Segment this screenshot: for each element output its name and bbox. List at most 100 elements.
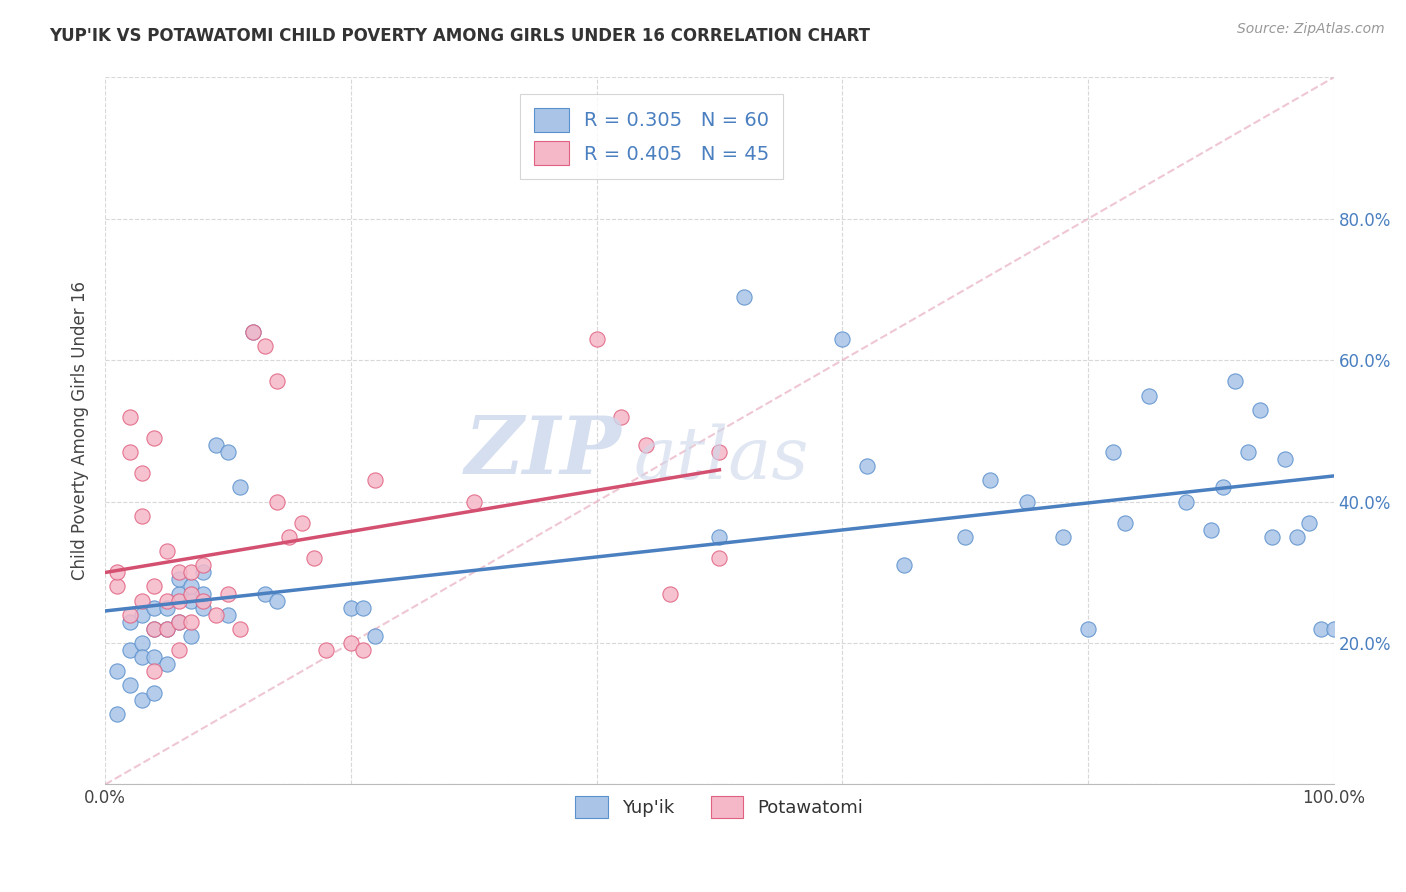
Point	[107, 665, 129, 679]
Point	[167, 586, 190, 600]
Point	[156, 622, 179, 636]
Point	[107, 566, 129, 580]
Point	[107, 706, 129, 721]
Point	[1261, 530, 1284, 544]
Point	[156, 657, 179, 672]
Point	[340, 636, 363, 650]
Point	[266, 375, 288, 389]
Point	[1101, 445, 1123, 459]
Point	[302, 551, 325, 566]
Point	[229, 622, 252, 636]
Text: Source: ZipAtlas.com: Source: ZipAtlas.com	[1237, 22, 1385, 37]
Point	[167, 573, 190, 587]
Point	[143, 665, 166, 679]
Point	[709, 445, 731, 459]
Point	[143, 600, 166, 615]
Point	[291, 516, 314, 530]
Point	[131, 692, 153, 706]
Point	[217, 445, 239, 459]
Point	[364, 629, 387, 643]
Point	[1298, 516, 1320, 530]
Point	[143, 431, 166, 445]
Point	[167, 593, 190, 607]
Point	[1249, 402, 1271, 417]
Point	[315, 643, 337, 657]
Point	[180, 566, 202, 580]
Point	[340, 600, 363, 615]
Point	[204, 438, 226, 452]
Point	[193, 593, 215, 607]
Point	[118, 678, 141, 692]
Point	[229, 481, 252, 495]
Point	[1225, 375, 1247, 389]
Point	[266, 593, 288, 607]
Point	[1236, 445, 1258, 459]
Point	[193, 586, 215, 600]
Y-axis label: Child Poverty Among Girls Under 16: Child Poverty Among Girls Under 16	[72, 282, 89, 581]
Point	[131, 467, 153, 481]
Point	[1175, 494, 1198, 508]
Point	[253, 339, 276, 353]
Point	[352, 643, 374, 657]
Point	[352, 600, 374, 615]
Point	[156, 593, 179, 607]
Point	[831, 332, 853, 346]
Point	[131, 508, 153, 523]
Point	[217, 607, 239, 622]
Point	[156, 600, 179, 615]
Point	[733, 290, 755, 304]
Point	[143, 685, 166, 699]
Point	[118, 445, 141, 459]
Point	[610, 409, 633, 424]
Point	[1052, 530, 1074, 544]
Point	[1114, 516, 1136, 530]
Point	[180, 579, 202, 593]
Point	[118, 607, 141, 622]
Point	[893, 558, 915, 573]
Point	[463, 494, 485, 508]
Point	[1212, 481, 1234, 495]
Point	[242, 325, 264, 339]
Point	[193, 558, 215, 573]
Point	[118, 643, 141, 657]
Point	[156, 544, 179, 558]
Text: ZIP: ZIP	[464, 413, 621, 491]
Point	[131, 636, 153, 650]
Point	[634, 438, 657, 452]
Point	[585, 332, 607, 346]
Point	[204, 607, 226, 622]
Point	[1285, 530, 1308, 544]
Text: atlas: atlas	[634, 424, 808, 494]
Point	[979, 474, 1001, 488]
Point	[167, 615, 190, 629]
Point	[180, 615, 202, 629]
Point	[1137, 388, 1160, 402]
Point	[278, 530, 301, 544]
Point	[1310, 622, 1333, 636]
Point	[1199, 523, 1222, 537]
Point	[180, 629, 202, 643]
Point	[143, 622, 166, 636]
Point	[143, 650, 166, 665]
Text: YUP'IK VS POTAWATOMI CHILD POVERTY AMONG GIRLS UNDER 16 CORRELATION CHART: YUP'IK VS POTAWATOMI CHILD POVERTY AMONG…	[49, 27, 870, 45]
Point	[709, 530, 731, 544]
Point	[131, 650, 153, 665]
Point	[167, 566, 190, 580]
Point	[193, 600, 215, 615]
Point	[1015, 494, 1038, 508]
Point	[709, 551, 731, 566]
Point	[953, 530, 976, 544]
Point	[167, 643, 190, 657]
Point	[242, 325, 264, 339]
Point	[180, 593, 202, 607]
Point	[193, 566, 215, 580]
Point	[1274, 452, 1296, 467]
Point	[143, 579, 166, 593]
Point	[659, 586, 682, 600]
Point	[131, 607, 153, 622]
Point	[143, 622, 166, 636]
Point	[364, 474, 387, 488]
Point	[266, 494, 288, 508]
Point	[856, 459, 879, 474]
Point	[1077, 622, 1099, 636]
